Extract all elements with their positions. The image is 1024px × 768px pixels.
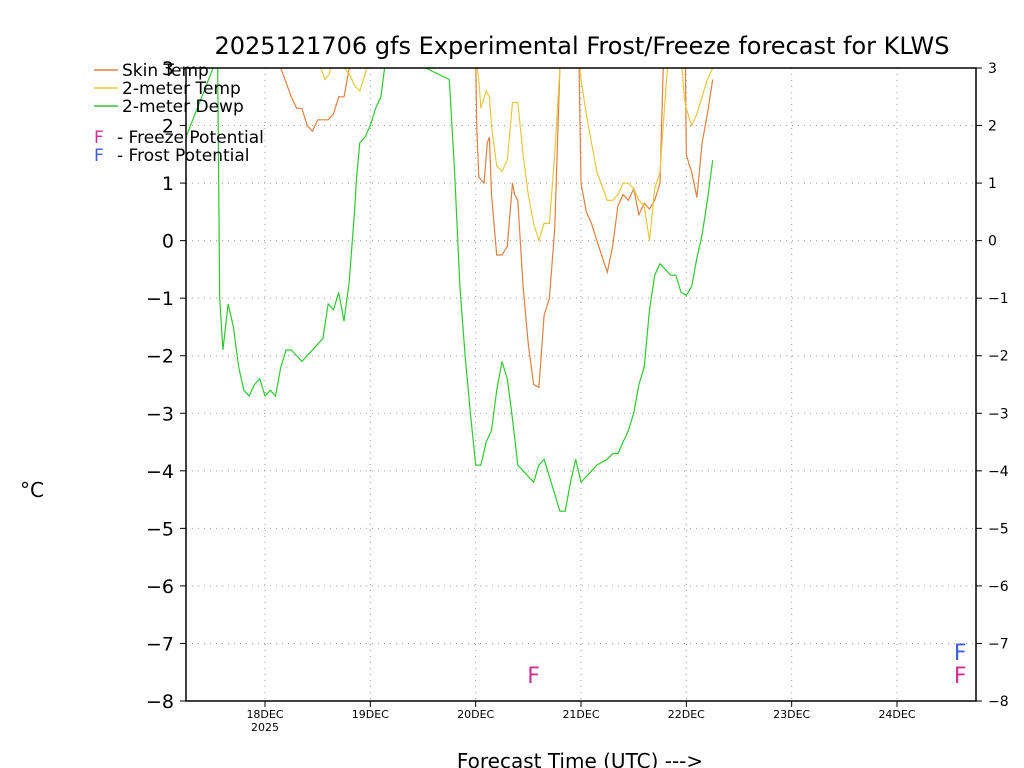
right-tick-label: −8: [988, 694, 1009, 710]
x-axis-label: Forecast Time (UTC) --->: [457, 749, 703, 768]
y-tick-label: 1: [162, 173, 174, 195]
y-tick-label: −1: [146, 288, 174, 310]
x-tick-label: 22DEC: [668, 708, 705, 721]
y-tick-label: 2: [162, 116, 174, 138]
freeze-potential-marker: F: [527, 664, 540, 689]
y-axis-label: °C: [20, 478, 44, 502]
right-tick-label: −1: [988, 291, 1009, 307]
y-tick-label: −2: [146, 346, 174, 368]
y-tick-label: 3: [162, 58, 174, 80]
x-tick-label: 18DEC: [246, 708, 283, 721]
potential-markers: FFF: [527, 641, 966, 689]
series-2-meter-temp: [320, 68, 714, 243]
y-tick-label: −6: [146, 576, 174, 598]
y-tick-label: −3: [146, 403, 174, 425]
x-tick-sublabel: 2025: [251, 721, 279, 734]
right-tick-label: −7: [988, 636, 1009, 652]
x-tick-label: 23DEC: [773, 708, 810, 721]
legend-potential-label: - Frost Potential: [117, 146, 250, 166]
right-tick-label: 0: [988, 234, 997, 250]
y-tick-label: −5: [146, 518, 174, 540]
right-tick-label: 2: [988, 119, 997, 135]
frost-potential-marker: F: [954, 641, 967, 666]
legend-label-skin-temp: Skin Temp: [122, 61, 209, 81]
right-y-axis: −8 −7 −6 −5 −4 −3 −2 −1 0 1 2 3: [976, 61, 1009, 710]
right-tick-label: 3: [988, 61, 997, 77]
y-tick-label: 0: [162, 231, 174, 253]
x-tick-label: 20DEC: [457, 708, 494, 721]
series-2-meter-dewp: [186, 68, 714, 512]
right-tick-label: −5: [988, 521, 1009, 537]
y-tick-label: −8: [146, 691, 174, 713]
x-tick-label: 19DEC: [352, 708, 389, 721]
legend-label-2-meter-temp: 2-meter Temp: [122, 79, 241, 99]
right-tick-label: −3: [988, 406, 1009, 422]
legend-potential-label: - Freeze Potential: [117, 128, 264, 148]
right-tick-label: −2: [988, 349, 1009, 365]
right-tick-label: 1: [988, 176, 997, 192]
legend-potential-letter: F: [94, 128, 104, 148]
series-skin-temp: [279, 68, 714, 389]
x-tick-label: 21DEC: [562, 708, 599, 721]
y-tick-label: −7: [146, 633, 174, 655]
left-y-axis: −8 −7 −6 −5 −4 −3 −2 −1 0 1 2 3: [146, 58, 186, 713]
x-tick-label: 24DEC: [878, 708, 915, 721]
series-lines: [186, 68, 714, 512]
y-tick-label: −4: [146, 461, 174, 483]
right-tick-label: −6: [988, 579, 1009, 595]
legend-potential-letter: F: [94, 146, 104, 166]
legend-label-2-meter-dewp: 2-meter Dewp: [122, 97, 244, 117]
chart-title: 2025121706 gfs Experimental Frost/Freeze…: [215, 32, 950, 60]
right-tick-label: −4: [988, 464, 1009, 480]
freeze-potential-marker: F: [954, 664, 967, 689]
